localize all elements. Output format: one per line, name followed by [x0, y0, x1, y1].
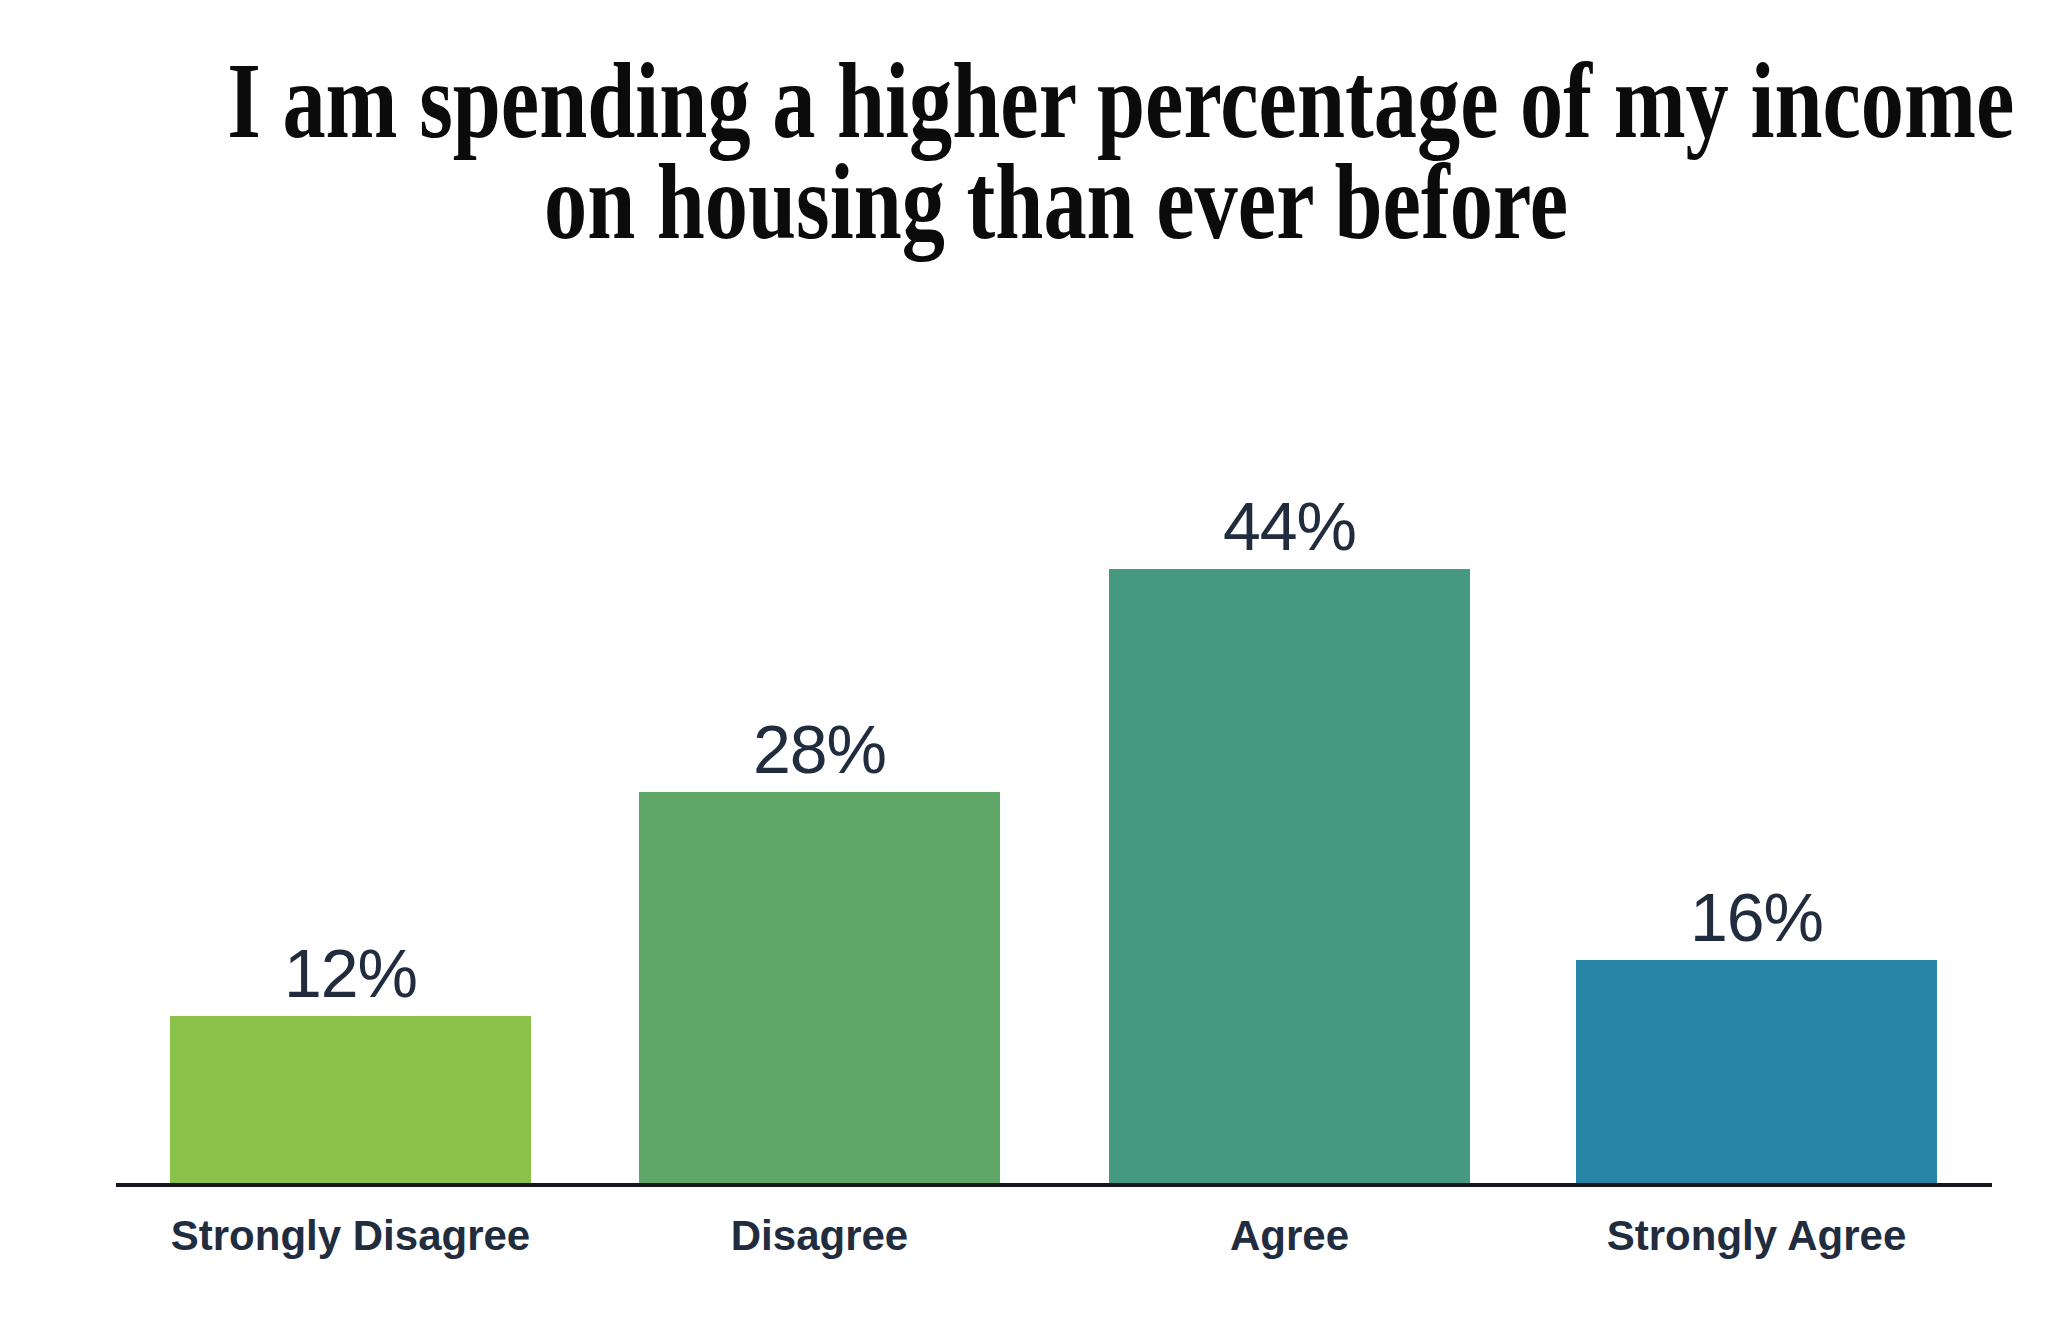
bar-chart: 12% Strongly Disagree 28% Disagree 44% Agree 1… — [0, 0, 2072, 1326]
bar-value-label: 28% — [670, 710, 970, 788]
bar-value-label: 16% — [1607, 878, 1907, 956]
bar — [1109, 569, 1470, 1183]
bar-value-label: 12% — [201, 934, 501, 1012]
x-axis-label: Strongly Agree — [1507, 1210, 2007, 1262]
x-axis-label: Disagree — [570, 1210, 1070, 1262]
bar — [639, 792, 1000, 1183]
bar — [170, 1016, 531, 1183]
chart-canvas: I am spending a higher percentage of my … — [0, 0, 2072, 1326]
x-axis-label: Agree — [1040, 1210, 1540, 1262]
x-axis-line — [116, 1183, 1992, 1187]
bar-value-label: 44% — [1140, 487, 1440, 565]
bar — [1576, 960, 1937, 1183]
x-axis-label: Strongly Disagree — [101, 1210, 601, 1262]
